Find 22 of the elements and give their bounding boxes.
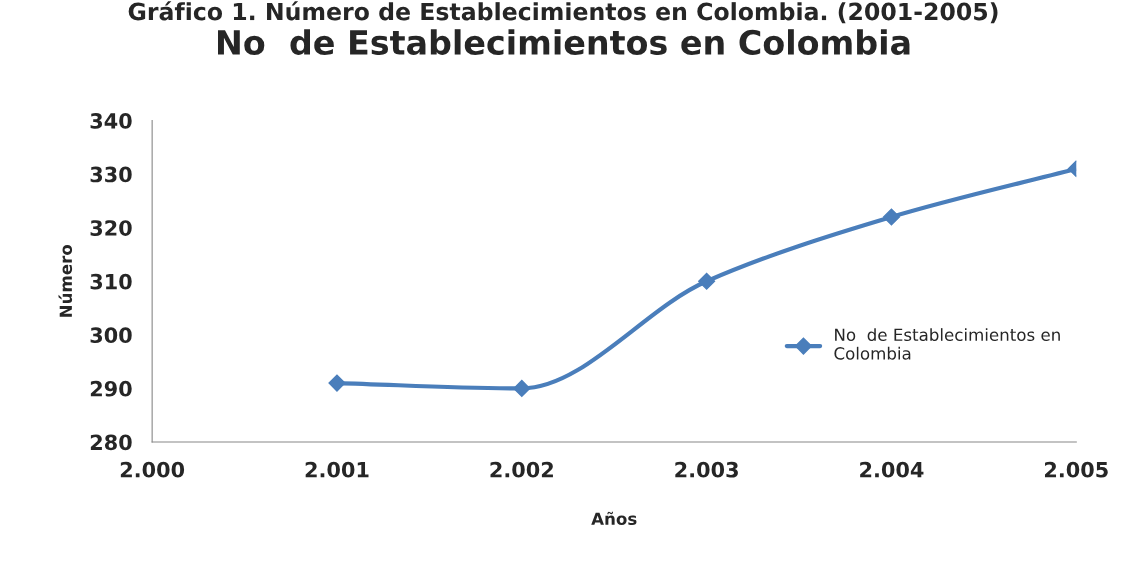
y-tick-label: 330 — [90, 166, 132, 183]
point — [882, 208, 901, 226]
y-tick-label: 300 — [90, 327, 132, 344]
y-tick-label: 310 — [90, 273, 132, 290]
x-tick-label: 2.005 — [1044, 461, 1108, 478]
y-tick-label: 280 — [90, 434, 132, 451]
x-tick-label: 2.002 — [490, 461, 553, 478]
point — [698, 272, 716, 290]
x-tick-label: 2.004 — [860, 461, 924, 478]
text: Gráfico 1. Número de Establecimientos en Colombia. (2001-2005) — [128, 1, 998, 24]
y-tick-label: 320 — [90, 220, 132, 236]
chart-title: No de Establecimientos en Colombia — [218, 29, 910, 55]
x-tick-label: 2.003 — [675, 461, 738, 478]
x-tick-label: 2.001 — [305, 461, 369, 478]
legend-label: No de Establecimientos en Colombia — [834, 328, 1060, 360]
point — [513, 379, 531, 397]
x-tick-label: 2.000 — [120, 461, 185, 478]
y-tick-label: 290 — [90, 380, 132, 397]
point — [328, 374, 346, 392]
y-axis-title: Número — [58, 244, 73, 317]
x-axis-title: Años — [591, 511, 637, 526]
y-tick-label: 340 — [90, 112, 132, 129]
